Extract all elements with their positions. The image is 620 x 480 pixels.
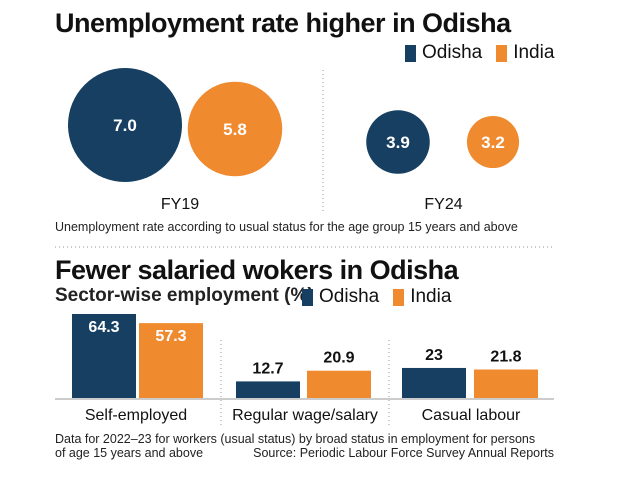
bubble-label-odisha-fy24: 3.9 [386, 133, 410, 152]
bubble-india-fy19 [187, 81, 283, 177]
bubble-label-india-fy24: 3.2 [481, 133, 505, 152]
legend-item-odisha: Odisha [405, 42, 482, 64]
bar-india-regular-wage-salary [307, 370, 371, 398]
legend-item-odisha-2: Odisha [302, 286, 379, 308]
legend-top: Odisha India [405, 42, 568, 64]
bubble-label-india-fy19: 5.8 [223, 120, 247, 139]
bar-india-casual-labour [474, 369, 538, 398]
category-label-self-employed: Self-employed [85, 407, 187, 424]
bar-label-odisha-casual-labour: 23 [425, 347, 443, 364]
category-label-fy24: FY24 [424, 196, 462, 213]
category-label-regular-wage-salary: Regular wage/salary [232, 407, 378, 424]
bar-label-india-regular-wage-salary: 20.9 [323, 350, 354, 367]
bar-label-odisha-self-employed: 64.3 [88, 319, 119, 336]
chart-title-salaried: Fewer salaried wokers in Odisha [55, 255, 459, 285]
legend-swatch-odisha [405, 44, 416, 62]
bar-odisha-casual-labour [402, 367, 466, 398]
bar-india-self-employed [139, 323, 203, 398]
legend-label-odisha-2: Odisha [319, 286, 380, 307]
source-note: Source: Periodic Labour Force Survey Ann… [253, 446, 554, 460]
legend-swatch-odisha-2 [302, 288, 313, 306]
note-data-line2: of age 15 years and above [55, 446, 204, 460]
legend-bottom: Odisha India [302, 286, 465, 308]
bubble-india-fy24 [466, 115, 520, 169]
legend-item-india: India [496, 42, 554, 64]
bubble-odisha-fy24 [366, 110, 430, 174]
bubble-label-odisha-fy19: 7.0 [113, 116, 137, 135]
chart-subtitle-sector: Sector-wise employment (%) [55, 285, 314, 306]
bar-label-odisha-regular-wage-salary: 12.7 [252, 360, 283, 377]
category-label-casual-labour: Casual labour [422, 407, 521, 424]
legend-label-odisha: Odisha [422, 42, 483, 63]
category-label-fy19: FY19 [161, 196, 199, 213]
legend-label-india: India [513, 42, 555, 63]
legend-item-india-2: India [393, 286, 451, 308]
legend-swatch-india [496, 44, 508, 62]
bar-odisha-regular-wage-salary [236, 381, 300, 398]
bar-label-india-casual-labour: 21.8 [490, 349, 521, 366]
bar-odisha-self-employed [72, 314, 136, 398]
chart-title-unemployment: Unemployment rate higher in Odisha [55, 8, 511, 38]
note-unemployment: Unemployment rate according to usual sta… [55, 220, 518, 234]
legend-label-india-2: India [410, 286, 452, 307]
bar-label-india-self-employed: 57.3 [155, 328, 186, 345]
legend-swatch-india-2 [393, 288, 405, 306]
bubble-odisha-fy19 [68, 68, 182, 182]
note-data-line1: Data for 2022–23 for workers (usual stat… [55, 432, 536, 446]
